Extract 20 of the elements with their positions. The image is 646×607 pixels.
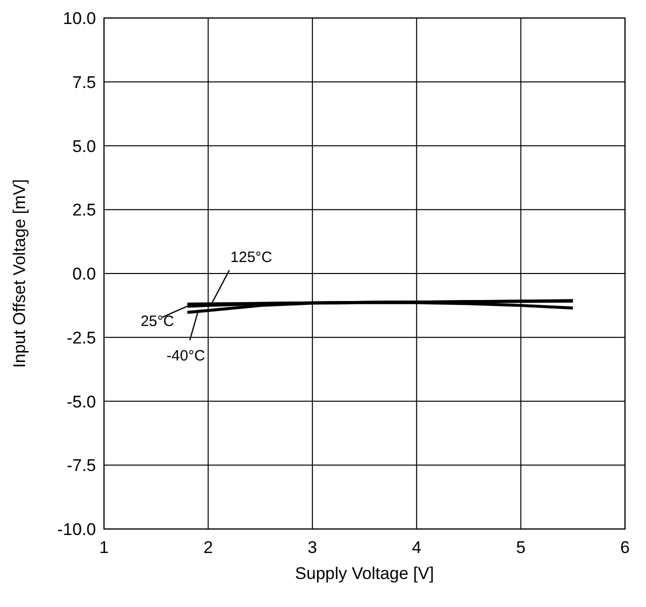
y-tick-label: -5.0: [66, 392, 96, 412]
y-tick-label: -2.5: [66, 328, 96, 348]
y-tick-label: 5.0: [72, 136, 96, 156]
x-tick-label: 2: [203, 538, 213, 557]
y-tick-label: 2.5: [72, 200, 96, 220]
x-tick-label: 6: [620, 538, 630, 557]
x-tick-label: 5: [516, 538, 526, 557]
y-tick-label: 10.0: [62, 9, 96, 28]
y-tick-label: -10.0: [57, 520, 96, 539]
legend-label: 25°C: [140, 313, 174, 330]
x-tick-label: 3: [308, 538, 318, 557]
x-tick-label: 4: [412, 538, 422, 557]
y-tick-label: 7.5: [72, 72, 96, 92]
y-axis-title: Input Offset Voltage [mV]: [10, 179, 29, 368]
legend-label: -40°C: [166, 347, 206, 364]
y-tick-label: 0.0: [72, 264, 96, 284]
x-tick-label: 1: [99, 538, 109, 557]
x-axis-title: Supply Voltage [V]: [295, 564, 434, 583]
text: 125°C: [230, 249, 272, 266]
y-tick-label: -7.5: [66, 456, 96, 476]
